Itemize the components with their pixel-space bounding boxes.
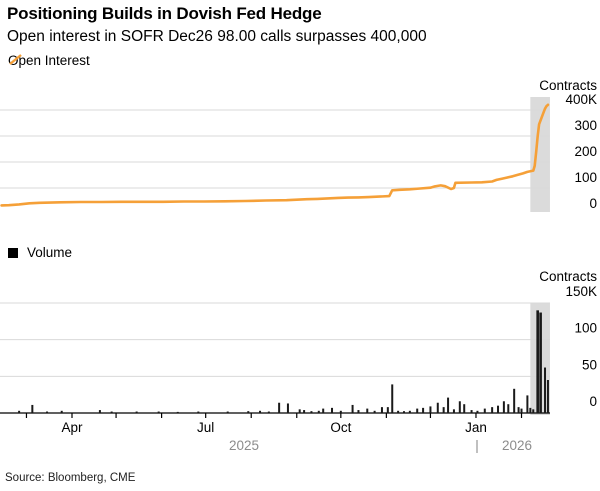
volume-bar xyxy=(536,310,539,413)
volume-bar xyxy=(397,410,400,413)
volume-bar xyxy=(303,410,306,413)
year-label-2026: 2026 xyxy=(502,438,532,453)
legend-open-interest-label: Open Interest xyxy=(8,53,90,68)
volume-bar xyxy=(532,409,535,413)
volume-bar xyxy=(402,411,405,413)
volume-bar xyxy=(429,406,432,413)
bottom-ytick-0: 0 xyxy=(589,394,597,409)
volume-bar xyxy=(157,411,160,413)
volume-bar xyxy=(502,401,505,413)
open-interest-slash-icon xyxy=(9,54,22,65)
page-subtitle: Open interest in SOFR Dec26 98.00 calls … xyxy=(7,28,427,45)
volume-bar xyxy=(442,407,445,413)
volume-bar xyxy=(331,407,334,413)
volume-bar xyxy=(60,410,63,413)
volume-bar xyxy=(517,407,520,413)
volume-bar xyxy=(386,407,389,413)
x-tick-label-Oct: Oct xyxy=(330,420,351,435)
volume-bar xyxy=(310,411,313,413)
volume-bar xyxy=(491,407,494,413)
volume-bar xyxy=(380,407,383,413)
year-label-2025: 2025 xyxy=(229,438,259,453)
volume-bar xyxy=(539,312,542,413)
open-interest-line xyxy=(0,103,550,207)
volume-bar xyxy=(463,404,466,413)
highlight-band-top xyxy=(530,97,550,212)
bottom-ytick-100: 100 xyxy=(574,321,597,336)
volume-bar xyxy=(391,384,394,413)
volume-bar xyxy=(529,407,532,413)
volume-bar xyxy=(135,411,138,413)
volume-bar xyxy=(436,402,439,413)
volume-bar xyxy=(447,397,450,413)
volume-bar xyxy=(351,404,354,413)
volume-bar xyxy=(366,408,369,413)
x-tick-label-Jan: Jan xyxy=(465,420,487,435)
bottom-ytick-150K: 150K xyxy=(565,284,597,299)
volume-bar xyxy=(176,411,179,413)
volume-bar xyxy=(422,407,425,413)
volume-bar xyxy=(247,411,250,413)
page-title: Positioning Builds in Dovish Fed Hedge xyxy=(7,4,322,23)
volume-bar xyxy=(298,409,301,413)
volume-bar xyxy=(458,401,461,413)
volume-bar xyxy=(526,395,529,413)
volume-bar xyxy=(497,405,500,413)
x-tick-label-Apr: Apr xyxy=(61,420,83,435)
volume-bar xyxy=(322,408,325,413)
volume-bar xyxy=(373,410,376,413)
bottom-axis-title: Contracts xyxy=(539,269,597,284)
volume-bar xyxy=(278,402,281,413)
volume-bar xyxy=(31,404,34,413)
top-axis-title: Contracts xyxy=(539,78,597,93)
legend-volume-label: Volume xyxy=(27,245,73,260)
volume-bar xyxy=(476,410,479,413)
volume-bar xyxy=(259,410,262,413)
top-ytick-200: 200 xyxy=(574,144,597,159)
volume-bar xyxy=(513,388,516,413)
volume-bar xyxy=(286,403,289,413)
volume-bar xyxy=(483,408,486,413)
year-separator: | xyxy=(475,438,479,453)
top-ytick-0: 0 xyxy=(589,196,597,211)
volume-bar xyxy=(267,411,270,413)
volume-bar xyxy=(18,410,21,413)
volume-bar xyxy=(226,411,229,413)
volume-bar xyxy=(416,408,419,413)
volume-square-icon xyxy=(8,247,18,258)
top-ytick-300: 300 xyxy=(574,118,597,133)
volume-bar xyxy=(197,411,200,413)
volume-bar xyxy=(507,404,510,413)
volume-bar xyxy=(544,367,547,413)
legend-open-interest: Open Interest xyxy=(8,53,90,68)
volume-bar xyxy=(546,380,549,413)
volume-bar xyxy=(110,411,113,413)
volume-bar xyxy=(339,410,342,413)
volume-bar xyxy=(452,409,455,413)
volume-bar xyxy=(470,410,473,413)
top-ytick-100: 100 xyxy=(574,170,597,185)
volume-bar xyxy=(46,411,49,413)
volume-bar xyxy=(357,410,360,413)
volume-bar xyxy=(520,408,523,413)
volume-bar xyxy=(317,410,320,413)
volume-bar xyxy=(408,410,411,413)
bottom-ytick-50: 50 xyxy=(582,357,597,372)
top-ytick-400K: 400K xyxy=(565,92,597,107)
volume-bar xyxy=(98,410,101,413)
source-note: Source: Bloomberg, CME xyxy=(5,472,136,484)
legend-volume: Volume xyxy=(8,245,72,260)
x-tick-label-Jul: Jul xyxy=(197,420,214,435)
